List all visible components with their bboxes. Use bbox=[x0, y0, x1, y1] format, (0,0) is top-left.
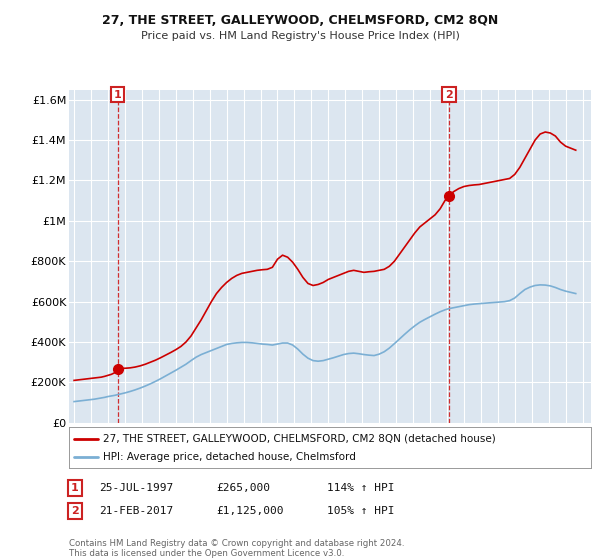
Text: 1: 1 bbox=[114, 90, 122, 100]
Text: £265,000: £265,000 bbox=[216, 483, 270, 493]
Text: 105% ↑ HPI: 105% ↑ HPI bbox=[327, 506, 395, 516]
Text: 114% ↑ HPI: 114% ↑ HPI bbox=[327, 483, 395, 493]
Text: 27, THE STREET, GALLEYWOOD, CHELMSFORD, CM2 8QN (detached house): 27, THE STREET, GALLEYWOOD, CHELMSFORD, … bbox=[103, 433, 496, 444]
Text: 21-FEB-2017: 21-FEB-2017 bbox=[99, 506, 173, 516]
Text: 2: 2 bbox=[445, 90, 453, 100]
Text: £1,125,000: £1,125,000 bbox=[216, 506, 284, 516]
Text: 2: 2 bbox=[71, 506, 79, 516]
Text: 25-JUL-1997: 25-JUL-1997 bbox=[99, 483, 173, 493]
Text: Contains HM Land Registry data © Crown copyright and database right 2024.
This d: Contains HM Land Registry data © Crown c… bbox=[69, 539, 404, 558]
Text: HPI: Average price, detached house, Chelmsford: HPI: Average price, detached house, Chel… bbox=[103, 452, 356, 462]
Text: 27, THE STREET, GALLEYWOOD, CHELMSFORD, CM2 8QN: 27, THE STREET, GALLEYWOOD, CHELMSFORD, … bbox=[102, 14, 498, 27]
Text: Price paid vs. HM Land Registry's House Price Index (HPI): Price paid vs. HM Land Registry's House … bbox=[140, 31, 460, 41]
Text: 1: 1 bbox=[71, 483, 79, 493]
